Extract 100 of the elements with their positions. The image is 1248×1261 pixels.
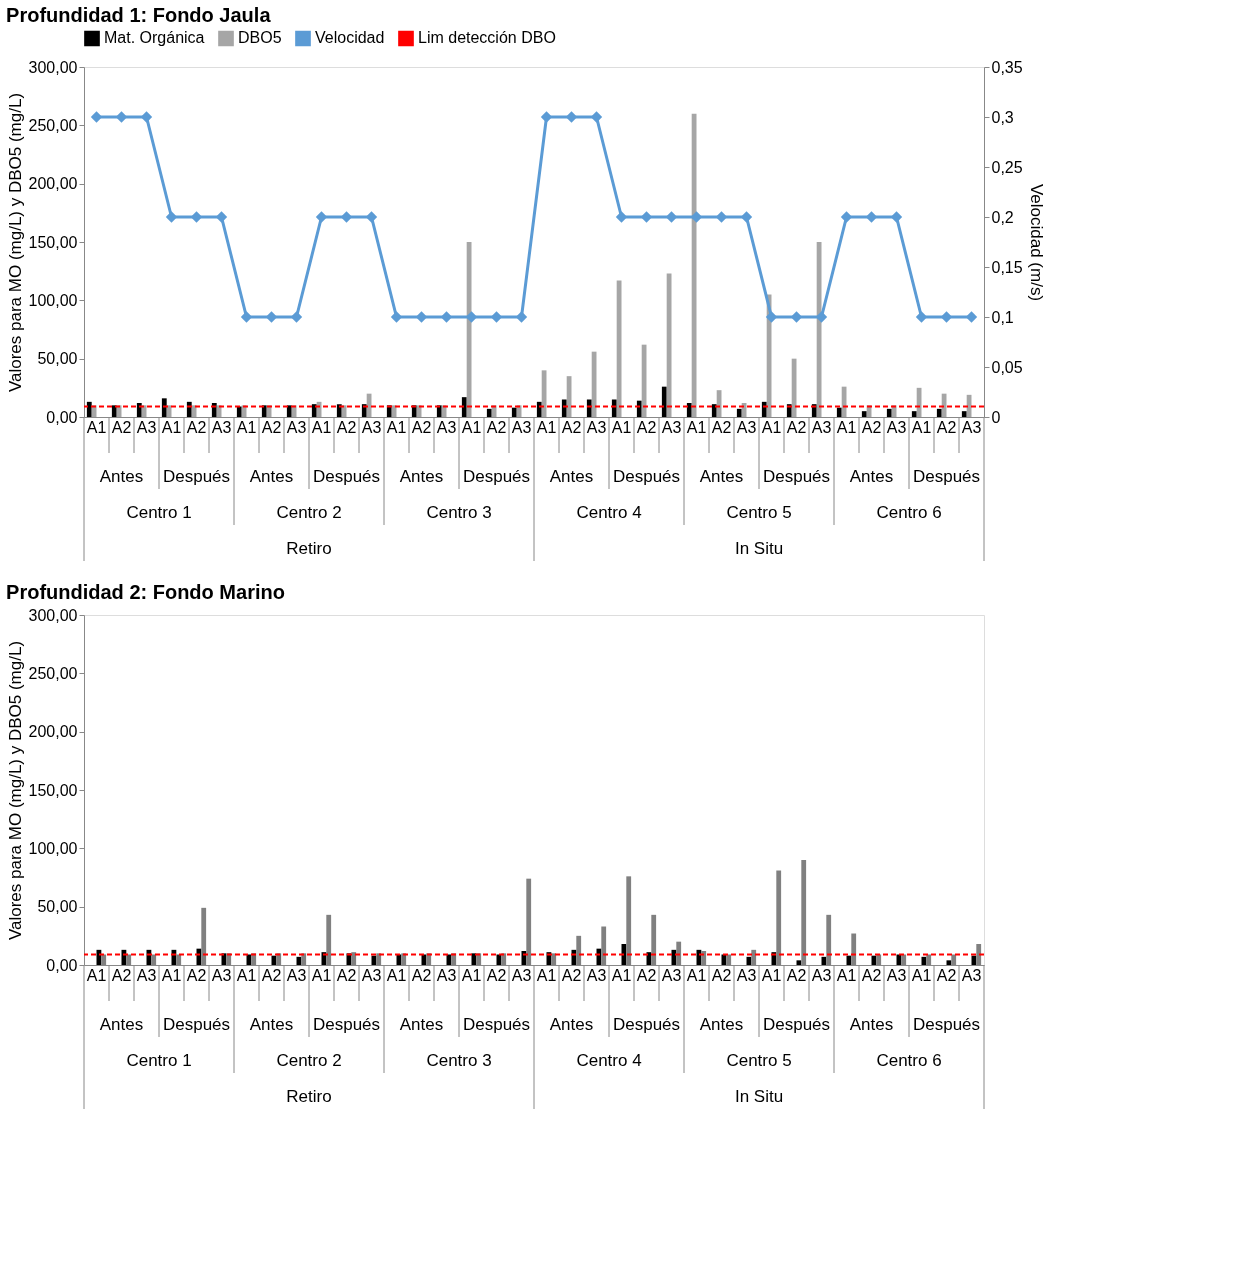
y-tick-label: 200,00 (28, 723, 78, 741)
x-tick-label: A3 (811, 966, 832, 984)
x-tick-label: A3 (286, 418, 307, 436)
bar (516, 405, 522, 417)
bar (191, 405, 197, 417)
x-tick-label: A1 (161, 966, 182, 984)
text: Centro 5 (726, 503, 792, 522)
bar (611, 399, 617, 417)
bar (966, 394, 972, 417)
text: Antes (699, 1015, 744, 1034)
x-tick-label: A3 (136, 418, 157, 436)
x-tick-label: A1 (836, 418, 857, 436)
bar (561, 399, 567, 417)
bar (946, 960, 952, 965)
bar (286, 405, 292, 417)
y-axis-title: Valores para MO (mg/L) y DBO5 (mg/L) (5, 92, 25, 393)
text: Antes (399, 1015, 444, 1034)
x-tick-label: A3 (661, 418, 682, 436)
text: Centro 2 (276, 1051, 342, 1070)
x-tick-label: A1 (686, 966, 707, 984)
y-tick-label: 200,00 (28, 175, 78, 193)
x-tick-label: A1 (236, 966, 257, 984)
text: Después (312, 467, 381, 486)
bar (936, 408, 942, 417)
text: Centro 5 (726, 1051, 792, 1070)
y-tick-label: 50,00 (37, 898, 78, 916)
y2-tick-label: 0,2 (991, 208, 1014, 226)
x-tick-label: A3 (436, 966, 457, 984)
text: Antes (99, 467, 144, 486)
text: In Situ (734, 1087, 784, 1106)
x-tick-label: A2 (186, 418, 207, 436)
text: Centro 3 (426, 503, 492, 522)
bar (736, 408, 742, 417)
bar (641, 344, 647, 417)
x-tick-label: A3 (736, 418, 757, 436)
text: Antes (549, 467, 594, 486)
x-tick-label: A1 (311, 418, 332, 436)
x-tick-label: A3 (586, 418, 607, 436)
x-tick-label: A3 (661, 966, 682, 984)
x-tick-label: A3 (361, 966, 382, 984)
x-tick-label: A1 (911, 966, 932, 984)
y-tick-label: 150,00 (28, 781, 78, 799)
chart-title: Profundidad 2: Fondo Marino (6, 581, 285, 603)
y2-tick-label: 0,35 (991, 58, 1023, 76)
y-tick-label: 100,00 (28, 839, 78, 857)
x-tick-label: A2 (336, 418, 357, 436)
x-tick-label: A1 (86, 418, 107, 436)
bar (466, 242, 472, 417)
text: Antes (399, 467, 444, 486)
bar (796, 960, 802, 965)
x-tick-label: A1 (611, 418, 632, 436)
bar (311, 404, 317, 417)
x-tick-label: A1 (536, 966, 557, 984)
y2-tick-label: 0,1 (991, 308, 1014, 326)
text: Antes (849, 467, 894, 486)
bar (636, 400, 642, 417)
text: Retiro (286, 539, 332, 558)
text: Después (312, 1015, 381, 1034)
x-tick-label: A2 (636, 418, 657, 436)
text: Centro 6 (876, 503, 942, 522)
x-tick-label: A3 (886, 966, 907, 984)
bar (136, 403, 142, 417)
text: Centro 6 (876, 1051, 942, 1070)
x-tick-label: A2 (786, 418, 807, 436)
x-tick-label: A3 (961, 966, 982, 984)
legend-label: Mat. Orgánica (104, 29, 205, 47)
bar (836, 407, 842, 417)
x-tick-label: A1 (461, 966, 482, 984)
x-tick-label: A3 (886, 418, 907, 436)
legend-label: Velocidad (315, 29, 385, 47)
x-tick-label: A3 (811, 418, 832, 436)
bar (816, 242, 822, 417)
bar (111, 405, 117, 417)
x-tick-label: A2 (111, 418, 132, 436)
x-tick-label: A1 (86, 966, 107, 984)
x-tick-label: A1 (311, 966, 332, 984)
x-tick-label: A3 (286, 966, 307, 984)
bar (911, 411, 917, 417)
bar (841, 386, 847, 417)
bar (791, 358, 797, 417)
text: Después (612, 1015, 681, 1034)
text: Después (462, 467, 531, 486)
text: Antes (249, 467, 294, 486)
text: Centro 3 (426, 1051, 492, 1070)
x-tick-label: A1 (461, 418, 482, 436)
x-tick-label: A2 (261, 418, 282, 436)
text: Después (162, 1015, 231, 1034)
y2-tick-label: 0,05 (991, 358, 1023, 376)
chart-title: Profundidad 1: Fondo Jaula (6, 4, 272, 26)
bar (566, 376, 572, 417)
x-tick-label: A1 (686, 418, 707, 436)
x-tick-label: A1 (836, 966, 857, 984)
bar (616, 280, 622, 417)
x-tick-label: A1 (911, 418, 932, 436)
bar (461, 397, 467, 417)
y2-tick-label: 0,25 (991, 158, 1023, 176)
bar (941, 393, 947, 417)
bar (366, 393, 372, 417)
x-tick-label: A2 (936, 418, 957, 436)
x-tick-label: A2 (636, 966, 657, 984)
